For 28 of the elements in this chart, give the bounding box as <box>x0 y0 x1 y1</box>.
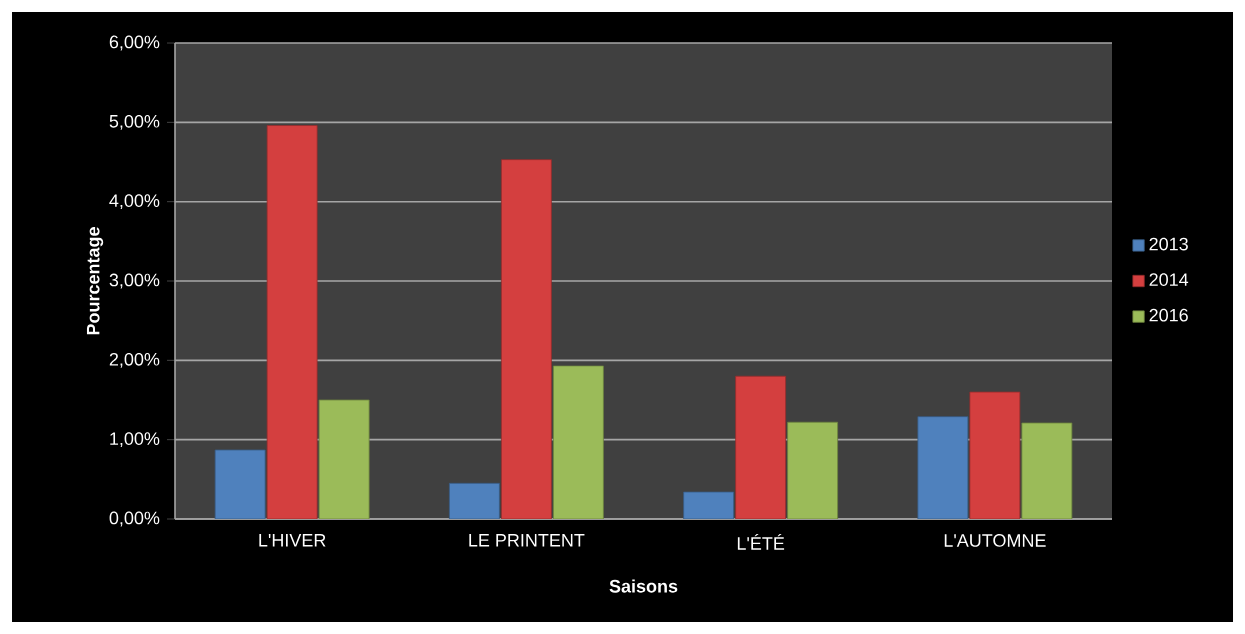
x-tick-label: L'ÉTÉ <box>737 534 785 550</box>
y-tick-label: 5,00% <box>109 114 160 130</box>
bar <box>969 391 1021 519</box>
x-axis-title: Saisons <box>609 579 678 593</box>
bar <box>787 421 839 519</box>
bar <box>318 399 370 519</box>
y-tick-label: 3,00% <box>109 273 160 289</box>
bar <box>266 125 318 519</box>
legend-label: 2013 <box>1149 237 1188 251</box>
x-tick-label: LE PRINTENT <box>469 534 585 547</box>
bar <box>735 375 787 519</box>
x-tick-label: L'HIVER <box>259 534 326 547</box>
y-tick-label: 6,00% <box>109 35 160 51</box>
legend-label: 2016 <box>1149 308 1188 322</box>
x-tick-label: L'AUTOMNE <box>944 534 1046 547</box>
y-axis-title: Pourcentage <box>86 227 104 335</box>
y-tick-label: 0,00% <box>109 511 160 527</box>
y-tick-label: 1,00% <box>110 432 160 448</box>
bar <box>1021 422 1073 519</box>
bar <box>917 416 969 519</box>
bar <box>214 449 266 519</box>
bar <box>552 365 604 519</box>
bar <box>448 482 500 519</box>
y-tick-label: 2,00% <box>109 352 160 368</box>
y-tick-label: 4,00% <box>109 194 160 210</box>
bar <box>500 159 552 519</box>
bar <box>683 491 735 519</box>
legend-label: 2014 <box>1149 273 1189 286</box>
